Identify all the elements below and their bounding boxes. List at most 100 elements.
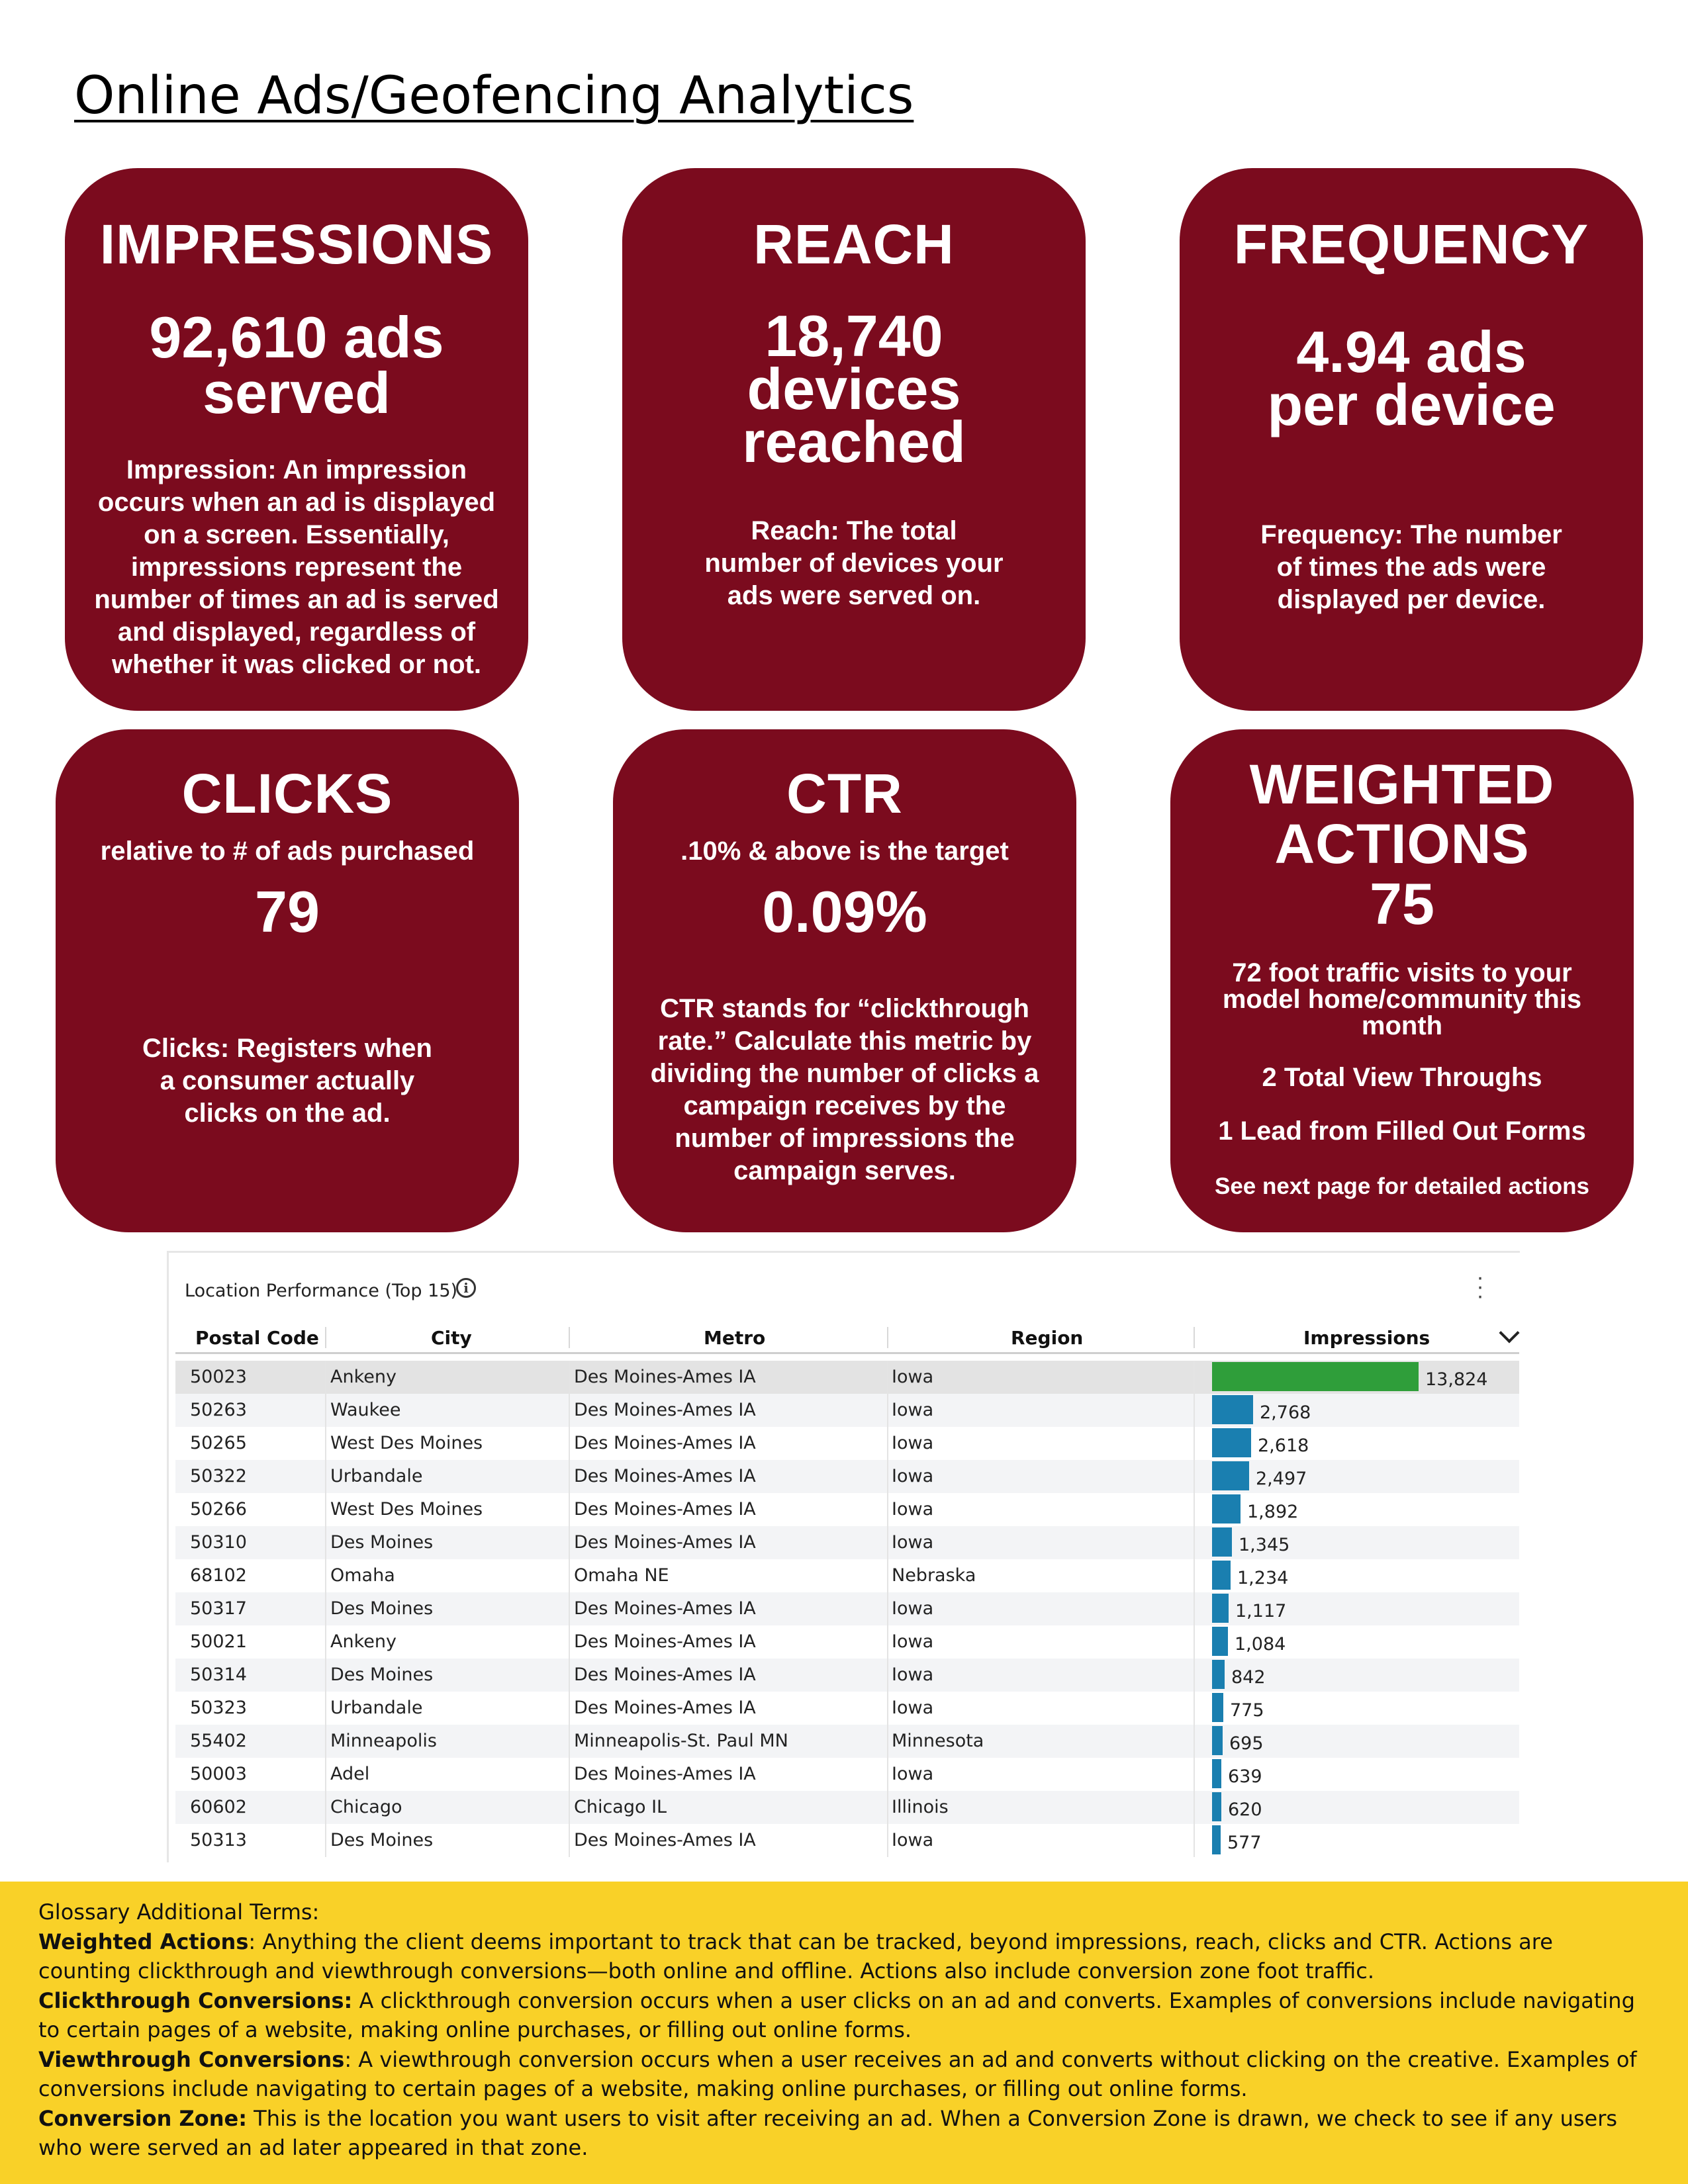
table-row[interactable]: 50313 Des Moines Des Moines-Ames IA Iowa 577	[175, 1824, 1519, 1857]
postal-code-cell: 50310	[190, 1532, 247, 1553]
desc-line: ads were served on.	[727, 581, 981, 610]
table-row[interactable]: 50323 Urbandale Des Moines-Ames IA Iowa 775	[175, 1692, 1519, 1725]
table-row[interactable]: 50310 Des Moines Des Moines-Ames IA Iowa 1,3…	[175, 1526, 1519, 1559]
impressions-value-label: 639	[1228, 1766, 1262, 1787]
desc-line: campaign receives by the	[683, 1091, 1006, 1120]
impressions-value-label: 2,618	[1258, 1435, 1309, 1456]
column-divider	[569, 1361, 570, 1394]
panel-title: Location Performance (Top 15)	[185, 1281, 458, 1301]
table-row[interactable]: 50003 Adel Des Moines-Ames IA Iowa 639	[175, 1758, 1519, 1791]
reach-description: Reach: The total number of devices your …	[642, 515, 1066, 612]
page-title: Online Ads/Geofencing Analytics	[74, 66, 914, 126]
glossary-term-clickthrough: Clickthrough Conversions: A clickthrough…	[38, 1986, 1650, 2045]
column-divider	[325, 1791, 326, 1824]
desc-line: number of times an ad is served	[94, 585, 499, 614]
reach-value: 18,740 devices reached	[642, 303, 1066, 471]
column-divider	[325, 1659, 326, 1692]
reach-title: REACH	[753, 213, 955, 275]
glossary-definition: This is the location you want users to v…	[38, 2105, 1618, 2161]
ctr-card: CTR .10% & above is the target 0.09% CTR…	[613, 729, 1076, 1232]
metro-cell: Des Moines-Ames IA	[574, 1631, 756, 1652]
desc-line: whether it was clicked or not.	[112, 650, 481, 679]
column-header-postal-code[interactable]: Postal Code	[195, 1327, 319, 1349]
region-cell: Illinois	[892, 1797, 949, 1817]
desc-line: Clicks: Registers when	[142, 1034, 432, 1063]
table-row[interactable]: 68102 Omaha Omaha NE Nebraska 1,234	[175, 1559, 1519, 1592]
column-divider	[1194, 1824, 1195, 1857]
column-header-region[interactable]: Region	[1011, 1327, 1084, 1349]
region-cell: Iowa	[892, 1400, 934, 1420]
column-divider	[325, 1725, 326, 1758]
desc-line: on a screen. Essentially,	[144, 520, 449, 549]
impressions-value-label: 695	[1229, 1733, 1264, 1754]
city-cell: Urbandale	[330, 1466, 423, 1486]
table-row[interactable]: 50265 West Des Moines Des Moines-Ames IA Io…	[175, 1427, 1519, 1460]
column-divider	[1194, 1659, 1195, 1692]
city-cell: Des Moines	[330, 1664, 434, 1685]
postal-code-cell: 50023	[190, 1367, 247, 1387]
frequency-value-line2: per device	[1267, 372, 1556, 437]
column-divider	[569, 1592, 570, 1625]
column-divider	[569, 1791, 570, 1824]
region-cell: Iowa	[892, 1698, 934, 1718]
glossary-term-viewthrough: Viewthrough Conversions: A viewthrough c…	[38, 2045, 1650, 2104]
region-cell: Iowa	[892, 1598, 934, 1619]
city-cell: Ankeny	[330, 1631, 397, 1652]
glossary-term-conversion-zone: Conversion Zone: This is the location yo…	[38, 2104, 1650, 2163]
metro-cell: Omaha NE	[574, 1565, 669, 1586]
column-divider	[887, 1758, 888, 1791]
weighted-note: See next page for detailed actions	[1215, 1173, 1589, 1199]
region-cell: Iowa	[892, 1367, 934, 1387]
table-row[interactable]: 60602 Chicago Chicago IL Illinois 620	[175, 1791, 1519, 1824]
table-row[interactable]: 50021 Ankeny Des Moines-Ames IA Iowa 1,084	[175, 1625, 1519, 1659]
postal-code-cell: 50313	[190, 1830, 247, 1850]
city-cell: Chicago	[330, 1797, 402, 1817]
desc-line: displayed per device.	[1277, 585, 1546, 614]
postal-code-cell: 50314	[190, 1664, 247, 1685]
column-divider	[325, 1493, 326, 1526]
glossary-definition: A viewthrough conversion occurs when a u…	[38, 2046, 1637, 2102]
column-divider	[569, 1758, 570, 1791]
impressions-value-label: 775	[1230, 1700, 1264, 1721]
region-cell: Iowa	[892, 1499, 934, 1520]
glossary-separator	[247, 2106, 254, 2131]
metro-cell: Des Moines-Ames IA	[574, 1764, 756, 1784]
column-divider	[1194, 1692, 1195, 1725]
column-header-city[interactable]: City	[431, 1327, 472, 1349]
column-divider	[1194, 1427, 1195, 1460]
info-icon[interactable]: i	[456, 1278, 476, 1298]
desc-line: a consumer actually	[160, 1066, 415, 1095]
column-divider	[887, 1493, 888, 1526]
impressions-value-label: 2,768	[1260, 1402, 1311, 1423]
impressions-bar	[1212, 1759, 1221, 1788]
kebab-icon[interactable]: · · ·	[1476, 1265, 1484, 1308]
metro-cell: Des Moines-Ames IA	[574, 1598, 756, 1619]
table-row[interactable]: 55402 Minneapolis Minneapolis-St. Paul MN M…	[175, 1725, 1519, 1758]
region-cell: Iowa	[892, 1433, 934, 1453]
column-header-metro[interactable]: Metro	[704, 1327, 766, 1349]
chevron-down-icon[interactable]	[1499, 1322, 1520, 1343]
table-row[interactable]: 50263 Waukee Des Moines-Ames IA Iowa 2,768	[175, 1394, 1519, 1427]
column-divider	[1194, 1361, 1195, 1394]
desc-line: Reach: The total	[751, 516, 957, 545]
desc-line: number of impressions the	[675, 1124, 1015, 1153]
postal-code-cell: 50021	[190, 1631, 247, 1652]
impressions-bar	[1212, 1395, 1253, 1424]
impressions-value-label: 842	[1231, 1667, 1266, 1688]
column-divider	[325, 1427, 326, 1460]
column-header-impressions[interactable]: Impressions	[1303, 1327, 1430, 1349]
column-divider	[569, 1327, 570, 1348]
table-row[interactable]: 50317 Des Moines Des Moines-Ames IA Iowa 1,1…	[175, 1592, 1519, 1625]
table-row[interactable]: 50322 Urbandale Des Moines-Ames IA Iowa 2,49…	[175, 1460, 1519, 1493]
frequency-card: FREQUENCY 4.94 ads per device Frequency:…	[1180, 168, 1643, 711]
table-row[interactable]: 50023 Ankeny Des Moines-Ames IA Iowa 13,824	[175, 1361, 1519, 1394]
impressions-value-label: 1,117	[1235, 1601, 1287, 1621]
table-row[interactable]: 50266 West Des Moines Des Moines-Ames IA Io…	[175, 1493, 1519, 1526]
table-row[interactable]: 50314 Des Moines Des Moines-Ames IA Iowa 842	[175, 1659, 1519, 1692]
reach-value-line1: 18,740	[765, 303, 943, 369]
column-divider	[887, 1559, 888, 1592]
impressions-bar	[1212, 1561, 1231, 1590]
impressions-bar	[1212, 1527, 1232, 1557]
clicks-title: CLICKS	[181, 762, 393, 825]
postal-code-cell: 50317	[190, 1598, 247, 1619]
